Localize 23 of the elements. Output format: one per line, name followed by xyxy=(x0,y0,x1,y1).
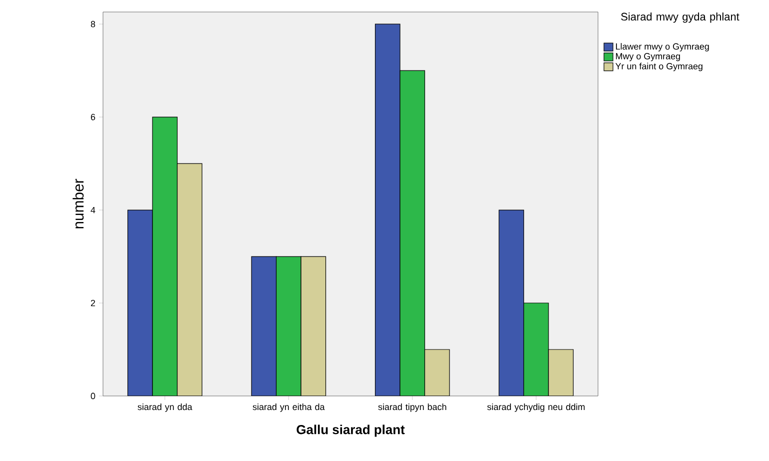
y-tick-label: 0 xyxy=(90,392,96,400)
bar xyxy=(251,256,277,396)
bar xyxy=(300,256,326,396)
y-axis-title: number xyxy=(72,178,84,228)
x-tick-label: siarad ychydig neu ddim xyxy=(487,404,585,412)
bar xyxy=(374,24,400,396)
y-tick-label: 6 xyxy=(90,114,96,120)
legend-label: Yr un faint o Gymraeg xyxy=(615,62,702,72)
y-tick-label: 2 xyxy=(90,300,96,306)
x-tick-label: siarad yn eitha da xyxy=(252,404,325,412)
y-tick-label: 8 xyxy=(90,20,96,28)
x-tick-label: siarad tipyn bach xyxy=(378,404,446,412)
x-axis-title: Gallu siarad plant xyxy=(296,424,405,437)
legend-label: Llawer mwy o Gymraeg xyxy=(616,43,709,52)
bar xyxy=(176,163,202,396)
legend-title: Siarad mwy gyda phlant xyxy=(621,12,740,23)
legend-label: Mwy o Gymraeg xyxy=(616,53,680,62)
y-tick-label: 4 xyxy=(90,206,96,214)
bar xyxy=(424,349,450,396)
x-tick-label: siarad yn dda xyxy=(138,404,192,412)
bar xyxy=(498,210,524,396)
bar xyxy=(548,349,574,396)
bar xyxy=(127,210,153,396)
